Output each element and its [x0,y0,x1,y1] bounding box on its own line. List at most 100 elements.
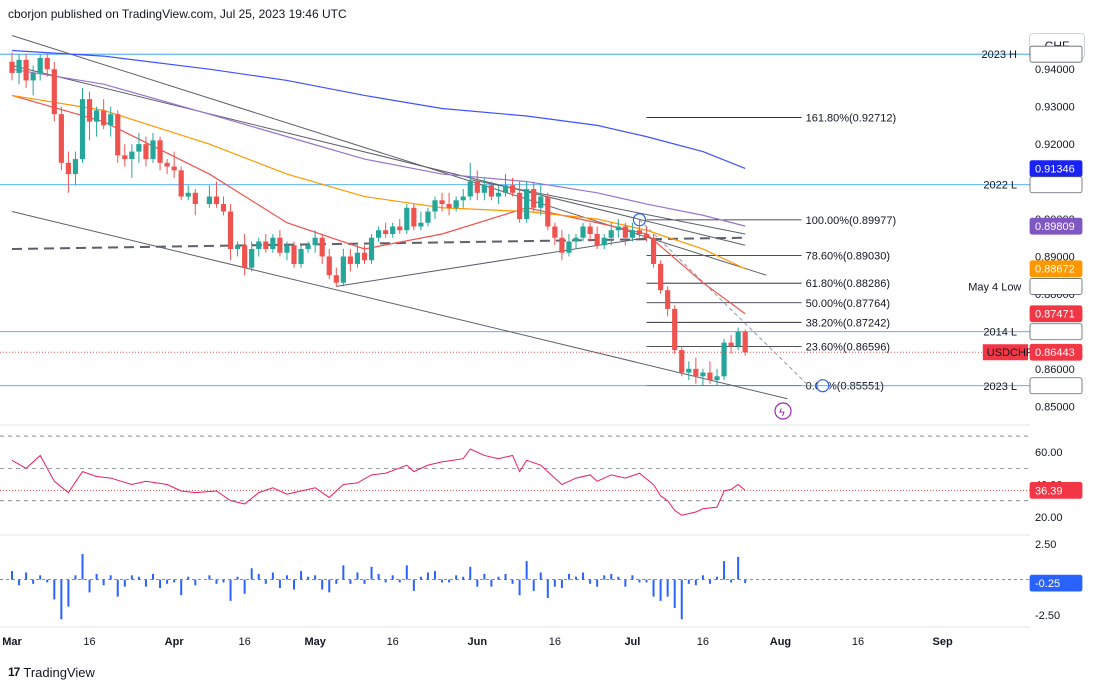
candle [326,248,332,279]
candle-body [192,192,198,205]
candle-body [319,237,325,257]
candle-body [742,331,748,353]
price-tag: 0.86990 [1029,323,1083,341]
candle [235,241,241,257]
candle [686,361,692,381]
price-tag-box [1029,305,1083,323]
candle-body [235,245,241,249]
candle [164,159,170,175]
price-tag-label-bg [982,344,1028,361]
candle [538,185,544,216]
candle-body [298,248,304,264]
candle-body [580,226,586,238]
candle [404,204,410,234]
candle [79,87,86,163]
candle [129,144,135,178]
price-tag-label: USDCHF [987,347,1033,359]
fib-level-label: 50.00%(0.87764) [806,298,890,310]
candle-body [495,192,502,197]
candle [629,222,635,242]
candle-body [58,114,64,163]
candle-body [376,230,382,238]
histogram-pane [0,554,1030,620]
candle-body [326,256,332,276]
candle [143,136,149,167]
price-tag: -0.25 [1029,574,1083,592]
candle-body [397,226,403,231]
x-tick-label: Jul [624,636,640,648]
candle-body [164,162,170,167]
candle-body [368,237,375,261]
candle [474,170,480,201]
candlestick-series: ϟ [0,52,1030,420]
trendline [639,219,810,387]
candle-body [404,207,410,231]
horizontal-levels: 2023 H 2022 L 2014 L 2023 L [0,49,1030,393]
candle-body [72,159,79,175]
candle [376,226,382,242]
trendline [11,35,767,276]
x-tick-label: 16 [697,636,709,648]
candle [721,338,727,381]
candle [30,65,36,96]
candle [488,181,494,201]
footer-brand[interactable]: 17 TradingView [8,662,95,682]
candle [531,181,537,212]
candle [94,106,100,137]
candle-body [693,368,699,377]
candle-body [136,144,142,152]
price-tag: 0.91346 [1029,160,1083,177]
candle [178,166,184,201]
candle [439,192,445,212]
candle-body [284,245,290,253]
price-tag-value: 0.86443 [1035,347,1075,359]
candle-body [517,192,523,220]
candle-body [347,256,353,264]
candle [220,196,227,216]
candle-body [30,72,36,81]
candle [432,196,438,220]
candle-body [361,252,368,261]
candle-body [622,226,628,238]
price-tag-value: -0.25 [1035,578,1060,590]
price-tag-value: 0.88672 [1035,264,1075,276]
level-label: 2014 L [983,327,1017,339]
candle [305,241,311,253]
fib-level-label: 100.00%(0.89977) [806,215,897,227]
candle [453,196,459,212]
price-tag: USDCHF 0.86443 [982,343,1083,361]
price-tag-box [1029,323,1083,341]
candle [559,230,565,261]
candle-body [213,196,220,205]
price-tag-value: 0.89809 [1035,221,1075,233]
fibonacci-retracement: 161.80%(0.92712) 100.00%(0.89977) 78.60%(0… [632,112,897,393]
candle [622,222,628,246]
rsi-pane [0,435,1030,516]
price-tag: 0.88672 [1029,260,1083,278]
candle [291,241,297,268]
candle-body [721,342,727,377]
candle-body [354,252,361,264]
candle [206,185,212,208]
candle [23,54,29,88]
hist-tick-label: -2.50 [1035,610,1060,622]
candle-body [220,204,227,212]
price-tag-value: 0.91346 [1035,164,1075,176]
candle [643,226,650,242]
candle-body [601,237,607,246]
candle-body [185,192,191,197]
y-tick-label: 0.92000 [1035,139,1075,151]
candle-body [502,185,509,193]
candle [573,233,579,249]
x-tick-label: Mar [2,636,22,648]
price-tag-box [1029,377,1083,395]
rsi-tick-label: 60.00 [1035,447,1063,459]
candle-body [474,181,480,193]
price-tag: 0.85547 [1029,377,1083,395]
candle-body [227,211,234,249]
price-tag-box [1029,45,1083,63]
candle-body [101,110,107,126]
candle [650,233,657,268]
candle [192,189,198,216]
